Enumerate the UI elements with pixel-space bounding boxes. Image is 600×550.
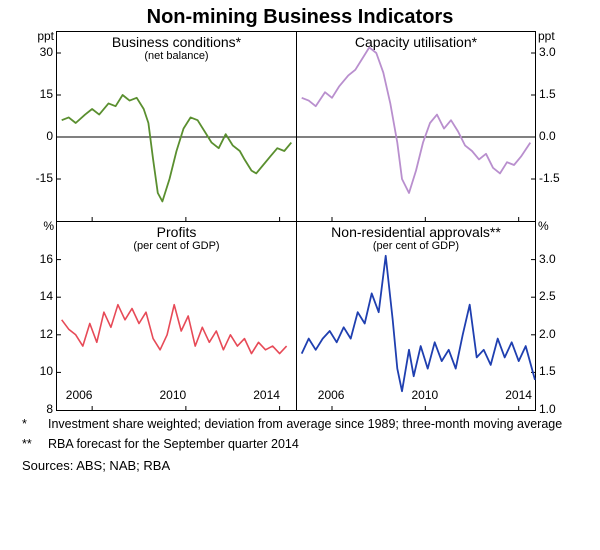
axis-tick-label: 1.5 bbox=[536, 365, 580, 377]
footnote-marker: * bbox=[22, 416, 48, 433]
panel-tl: Business conditions* (net balance) bbox=[56, 31, 296, 221]
axis-tick-label: 0.0 bbox=[536, 130, 580, 142]
plot-br bbox=[297, 222, 535, 410]
axis-unit: ppt bbox=[37, 29, 54, 43]
axis-tick-label: 12 bbox=[20, 328, 56, 340]
footnote-row: *Investment share weighted; deviation fr… bbox=[22, 416, 590, 433]
x-tick-label: 2010 bbox=[412, 388, 439, 402]
sources-line: Sources: ABS; NAB; RBA bbox=[22, 457, 590, 475]
yaxis-br: %1.52.02.53.01.0 bbox=[536, 221, 580, 411]
axis-tick-label: 8 bbox=[20, 403, 56, 415]
x-tick-label: 2010 bbox=[160, 388, 187, 402]
axis-tick-label: 3.0 bbox=[536, 46, 580, 58]
yaxis-bl: %101214168 bbox=[20, 221, 56, 411]
x-tick-label: 2006 bbox=[318, 388, 345, 402]
axis-tick-label: 16 bbox=[20, 253, 56, 265]
panel-grid: ppt -15 0 15 30 Business conditions* (net ba… bbox=[20, 31, 580, 411]
panel-br: Non-residential approvals** (per cent of… bbox=[296, 221, 536, 411]
axis-unit: % bbox=[538, 219, 549, 233]
x-tick-label: 2006 bbox=[66, 388, 93, 402]
axis-tick-label: -15 bbox=[20, 172, 56, 184]
footnote-text: RBA forecast for the September quarter 2… bbox=[48, 436, 299, 453]
x-tick-label: 2014 bbox=[253, 388, 280, 402]
x-tick-label: 2014 bbox=[505, 388, 532, 402]
axis-unit: % bbox=[43, 219, 54, 233]
x-axis: 2006 2010 2014 2006 2010 2014 bbox=[44, 388, 548, 404]
footnotes: *Investment share weighted; deviation fr… bbox=[22, 416, 590, 474]
chart-title: Non-mining Business Indicators bbox=[8, 6, 592, 29]
plot-bl bbox=[57, 222, 296, 410]
yaxis-tr: ppt -1.5 0.0 1.5 3.0 bbox=[536, 31, 580, 221]
footnote-text: Investment share weighted; deviation fro… bbox=[48, 416, 562, 433]
axis-tick-label: 1.0 bbox=[536, 403, 580, 415]
yaxis-tl: ppt -15 0 15 30 bbox=[20, 31, 56, 221]
axis-tick-label: 14 bbox=[20, 290, 56, 302]
axis-tick-label: 1.5 bbox=[536, 88, 580, 100]
plot-tr bbox=[297, 32, 535, 221]
axis-tick-label: 2.0 bbox=[536, 328, 580, 340]
chart-container: Non-mining Business Indicators ppt -15 0 15… bbox=[0, 0, 600, 550]
axis-tick-label: -1.5 bbox=[536, 172, 580, 184]
plot-tl bbox=[57, 32, 296, 221]
axis-tick-label: 3.0 bbox=[536, 253, 580, 265]
footnote-row: **RBA forecast for the September quarter… bbox=[22, 436, 590, 453]
axis-tick-label: 15 bbox=[20, 88, 56, 100]
footnote-marker: ** bbox=[22, 436, 48, 453]
axis-tick-label: 10 bbox=[20, 365, 56, 377]
axis-unit: ppt bbox=[538, 29, 555, 43]
axis-tick-label: 2.5 bbox=[536, 290, 580, 302]
panel-bl: Profits (per cent of GDP) bbox=[56, 221, 296, 411]
panel-tr: Capacity utilisation* bbox=[296, 31, 536, 221]
axis-tick-label: 30 bbox=[20, 46, 56, 58]
axis-tick-label: 0 bbox=[20, 130, 56, 142]
